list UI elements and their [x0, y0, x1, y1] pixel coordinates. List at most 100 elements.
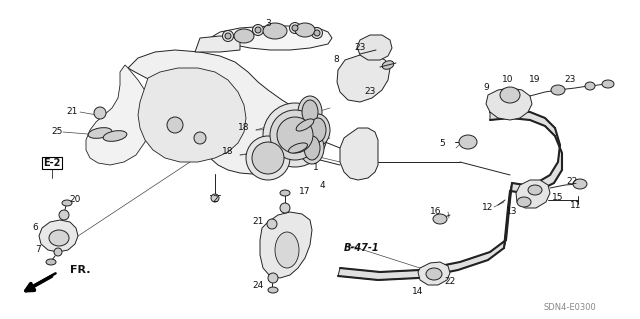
- Circle shape: [292, 25, 298, 31]
- Circle shape: [289, 23, 301, 33]
- Circle shape: [255, 27, 261, 33]
- Circle shape: [211, 194, 219, 202]
- Text: 20: 20: [69, 196, 81, 204]
- Ellipse shape: [602, 80, 614, 88]
- Ellipse shape: [234, 29, 254, 43]
- Circle shape: [167, 117, 183, 133]
- Text: 23: 23: [564, 75, 576, 84]
- Circle shape: [223, 31, 234, 41]
- Ellipse shape: [382, 61, 394, 69]
- Ellipse shape: [528, 185, 542, 195]
- Text: 11: 11: [570, 202, 582, 211]
- Polygon shape: [39, 220, 78, 252]
- Ellipse shape: [362, 48, 374, 56]
- Text: 3: 3: [265, 19, 271, 27]
- Ellipse shape: [103, 131, 127, 141]
- Circle shape: [253, 25, 264, 35]
- Text: 21: 21: [67, 108, 77, 116]
- Text: 24: 24: [252, 280, 264, 290]
- Ellipse shape: [295, 23, 315, 37]
- Circle shape: [277, 117, 313, 153]
- Ellipse shape: [62, 200, 72, 206]
- Polygon shape: [210, 26, 332, 50]
- Text: FR.: FR.: [70, 265, 90, 275]
- Text: 19: 19: [529, 75, 541, 84]
- Polygon shape: [128, 50, 315, 174]
- Text: E-2: E-2: [44, 158, 61, 168]
- Text: 25: 25: [51, 128, 63, 137]
- Ellipse shape: [275, 232, 299, 268]
- Text: 10: 10: [502, 75, 514, 84]
- Ellipse shape: [310, 118, 326, 142]
- Text: 14: 14: [412, 287, 424, 296]
- Text: 4: 4: [319, 182, 325, 190]
- Text: 22: 22: [566, 177, 578, 187]
- Text: SDN4-E0300: SDN4-E0300: [543, 303, 596, 313]
- Ellipse shape: [302, 100, 318, 124]
- Text: 21: 21: [252, 218, 264, 226]
- Text: 17: 17: [300, 188, 311, 197]
- Ellipse shape: [517, 197, 531, 207]
- Text: 18: 18: [222, 147, 234, 157]
- Polygon shape: [86, 65, 152, 165]
- Text: 5: 5: [439, 138, 445, 147]
- Text: 18: 18: [238, 122, 250, 131]
- Ellipse shape: [300, 132, 324, 164]
- Circle shape: [268, 273, 278, 283]
- Ellipse shape: [88, 128, 112, 138]
- Ellipse shape: [268, 287, 278, 293]
- Text: 8: 8: [333, 56, 339, 64]
- Polygon shape: [195, 36, 240, 52]
- Polygon shape: [338, 240, 506, 280]
- Text: 6: 6: [32, 224, 38, 233]
- Circle shape: [59, 210, 69, 220]
- Ellipse shape: [426, 268, 442, 280]
- Text: 7: 7: [35, 246, 41, 255]
- Polygon shape: [504, 183, 512, 248]
- Circle shape: [314, 30, 320, 36]
- Text: B-47-1: B-47-1: [344, 243, 380, 253]
- Ellipse shape: [304, 136, 320, 160]
- Circle shape: [263, 103, 327, 167]
- Ellipse shape: [263, 23, 287, 39]
- Polygon shape: [340, 128, 378, 180]
- Circle shape: [270, 110, 320, 160]
- Ellipse shape: [459, 135, 477, 149]
- Polygon shape: [138, 68, 246, 162]
- Ellipse shape: [585, 82, 595, 90]
- Text: 2: 2: [212, 196, 218, 204]
- Ellipse shape: [296, 119, 314, 131]
- Polygon shape: [260, 212, 312, 278]
- Text: 15: 15: [552, 194, 564, 203]
- Circle shape: [252, 142, 284, 174]
- Circle shape: [280, 203, 290, 213]
- Text: 16: 16: [430, 206, 442, 216]
- Polygon shape: [418, 262, 450, 285]
- Ellipse shape: [306, 114, 330, 146]
- Ellipse shape: [500, 87, 520, 103]
- Ellipse shape: [573, 179, 587, 189]
- Polygon shape: [516, 180, 550, 208]
- Text: 23: 23: [364, 87, 376, 97]
- Circle shape: [246, 136, 290, 180]
- Polygon shape: [486, 88, 532, 120]
- Ellipse shape: [46, 259, 56, 265]
- Circle shape: [94, 107, 106, 119]
- Polygon shape: [337, 55, 390, 102]
- Polygon shape: [357, 35, 392, 60]
- Ellipse shape: [280, 190, 290, 196]
- Circle shape: [54, 248, 62, 256]
- Text: 12: 12: [483, 204, 493, 212]
- Polygon shape: [490, 110, 562, 193]
- Ellipse shape: [49, 230, 69, 246]
- Text: 23: 23: [355, 42, 365, 51]
- Ellipse shape: [433, 214, 447, 224]
- Ellipse shape: [298, 96, 322, 128]
- Text: 22: 22: [444, 278, 456, 286]
- Text: 1: 1: [313, 164, 319, 173]
- Ellipse shape: [551, 85, 565, 95]
- Circle shape: [267, 219, 277, 229]
- Text: 13: 13: [506, 207, 518, 217]
- Circle shape: [194, 132, 206, 144]
- Ellipse shape: [289, 143, 307, 153]
